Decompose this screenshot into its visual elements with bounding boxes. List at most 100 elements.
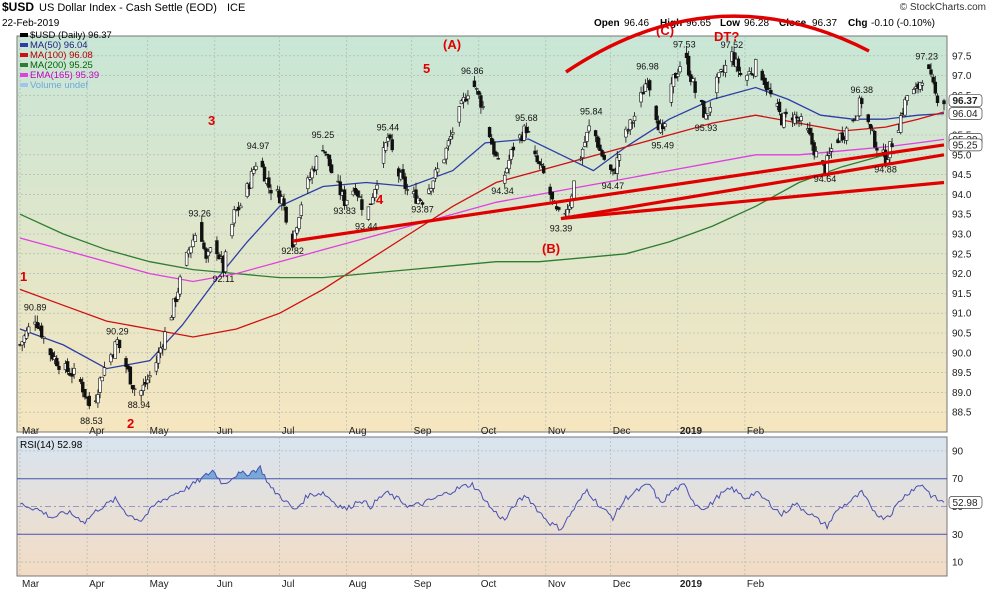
price-x-tick-label: 2019 <box>680 426 703 437</box>
price-candle-body <box>236 206 241 211</box>
price-candle-body <box>429 188 433 192</box>
price-candle-body <box>148 375 152 378</box>
price-candle-body <box>630 122 635 124</box>
price-candle-body <box>368 203 373 205</box>
price-level-label: 92.11 <box>212 274 234 284</box>
price-candle-body <box>65 361 70 373</box>
double-top-label: DT? <box>714 29 739 44</box>
legend-ma50-text: MA(50) 96.04 <box>30 40 88 51</box>
price-candle-body <box>358 196 362 198</box>
price-candle-body <box>829 148 834 152</box>
wave-label-3: 3 <box>208 113 215 128</box>
price-candle-body <box>541 165 546 174</box>
open-value: 96.46 <box>624 18 649 29</box>
price-candle-body <box>732 52 736 66</box>
price-candle-body <box>851 119 855 122</box>
legend-ma200-text: MA(200) 95.25 <box>30 60 93 71</box>
price-candle-body <box>492 141 496 155</box>
wave-label-1: 1 <box>20 269 27 284</box>
rsi-y-tick-label: 90 <box>952 446 964 457</box>
price-candle-body <box>48 348 52 356</box>
price-candle-body <box>890 143 894 148</box>
price-candle-body <box>777 101 782 113</box>
price-y-tick-label: 94.5 <box>952 170 972 181</box>
price-candle-body <box>860 98 864 104</box>
price-candle-body <box>905 95 909 101</box>
price-candle-body <box>479 95 483 108</box>
price-candle-body <box>708 107 712 113</box>
right-axis-marker-value: 95.25 <box>952 140 977 151</box>
wave-annotations: 1 2 3 4 5 (A) (B) (C) DT? <box>20 14 870 431</box>
price-level-label: 95.25 <box>312 130 335 140</box>
price-candle-body <box>942 100 946 105</box>
price-candle-body <box>310 168 314 179</box>
price-candle-body <box>323 151 327 154</box>
price-candle-body <box>50 352 55 360</box>
wave-label-a: (A) <box>443 37 461 52</box>
price-candle-body <box>355 190 360 197</box>
price-candle-body <box>749 73 754 75</box>
price-candle-body <box>507 160 511 170</box>
price-candle-body <box>215 240 219 255</box>
price-candle-body <box>78 379 83 382</box>
rsi-series-line <box>19 464 945 531</box>
price-candle-body <box>208 247 213 253</box>
right-axis-marker-value: 96.37 <box>952 96 977 107</box>
price-candle-body <box>764 81 769 91</box>
close-value: 96.37 <box>812 18 837 29</box>
price-candle-body <box>22 335 27 343</box>
right-axis-marker-box <box>948 107 983 120</box>
right-axis-marker-box <box>948 138 983 152</box>
price-candle-body <box>420 202 425 205</box>
price-y-tick-label: 89.5 <box>952 368 972 379</box>
price-candle-body <box>669 83 674 103</box>
price-candle-body <box>282 198 286 206</box>
price-candle-body <box>472 80 477 88</box>
price-candle-body <box>306 177 310 189</box>
price-candle-body <box>702 100 706 118</box>
price-candle-body <box>154 362 159 372</box>
trendlines <box>292 143 945 243</box>
price-candle-body <box>442 159 446 164</box>
legend-entry-price: $USD (Daily) 96.37 <box>20 30 112 41</box>
price-candle-body <box>262 166 267 182</box>
legend-entry-ma50: MA(50) 96.04 <box>20 40 88 51</box>
price-candle-body <box>795 116 799 119</box>
price-candle-body <box>628 119 632 130</box>
price-candle-body <box>405 189 410 191</box>
price-y-tick-label: 91.5 <box>952 289 972 300</box>
legend-entry-ma100: MA(100) 96.08 <box>20 50 93 61</box>
price-y-tick-label: 92.5 <box>952 249 972 260</box>
price-candle-body <box>83 388 87 398</box>
price-candle-body <box>448 136 453 140</box>
price-x-tick-label: Mar <box>22 426 40 437</box>
open-label: Open <box>594 18 620 29</box>
price-candle-body <box>401 169 405 179</box>
price-y-tick-label: 90.0 <box>952 348 972 359</box>
rsi-x-axis: Mar Apr May Jun Jul Aug Sep Oct Nov Dec 2019 Feb <box>22 579 765 590</box>
price-level-label: 88.53 <box>80 416 103 426</box>
price-candle-body <box>206 251 210 257</box>
price-level-label: 95.49 <box>651 140 674 150</box>
price-candle-body <box>249 171 254 189</box>
price-candle-body <box>903 99 907 116</box>
price-candle-body <box>617 154 622 161</box>
price-candle-body <box>505 167 509 174</box>
price-candle-body <box>643 83 648 92</box>
right-axis-marker-box <box>948 94 983 107</box>
price-candle-body <box>609 164 613 170</box>
price-level-labels: 90.89 88.53 90.29 88.94 93.26 92.11 94.97 92.82… <box>24 40 938 426</box>
price-x-tick-label: Aug <box>349 426 367 437</box>
price-candle-body <box>418 199 423 201</box>
price-candle-body <box>299 204 304 216</box>
price-candle-body <box>888 141 892 158</box>
rsi-marker-box <box>948 496 983 509</box>
price-candle-body <box>868 124 873 129</box>
price-candle-body <box>676 73 680 77</box>
price-candle-body <box>626 129 630 132</box>
price-candle-body <box>386 137 390 142</box>
price-candle-body <box>35 322 40 329</box>
price-candle-body <box>72 368 76 375</box>
price-candle-body <box>42 336 46 339</box>
wave-label-5: 5 <box>423 61 430 76</box>
